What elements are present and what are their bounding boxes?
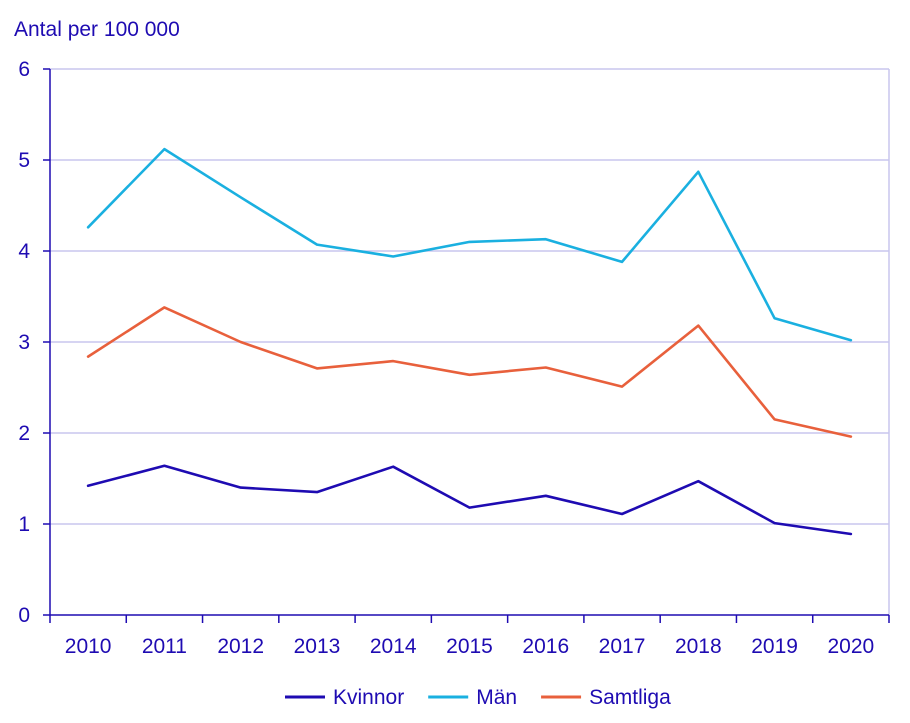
y-tick-label: 0: [18, 604, 30, 627]
y-axis-ticks: 0 1 2 3 4 5 6: [18, 58, 50, 627]
series-lines: [86, 147, 853, 536]
x-tick-label-2018: 2018: [675, 635, 722, 658]
x-tick-label-2011: 2011: [142, 635, 187, 658]
y-axis-title: Antal per 100 000: [14, 18, 180, 41]
y-tick-label: 2: [18, 422, 30, 445]
legend-label-samtliga: Samtliga: [589, 686, 671, 709]
series-line-samtliga: [86, 306, 853, 438]
x-tick-label-2014: 2014: [370, 635, 417, 658]
y-tick-label: 1: [18, 513, 30, 536]
x-tick-label-2019: 2019: [751, 635, 798, 658]
x-tick-label-2010: 2010: [65, 635, 112, 658]
x-tick-label-2015: 2015: [446, 635, 493, 658]
x-tick-label-2020: 2020: [828, 635, 875, 658]
x-axis-ticks: 2010 2011 2012 2013 2014 2015 2016 2017 2018 2019…: [49, 615, 890, 658]
y-tick-label: 4: [18, 240, 30, 263]
x-tick-label-2012: 2012: [217, 635, 264, 658]
legend-label-kvinnor: Kvinnor: [333, 686, 404, 709]
series-line-män: [86, 147, 853, 342]
y-tick-label: 6: [18, 58, 30, 81]
x-tick-label-2016: 2016: [522, 635, 569, 658]
y-tick-label: 5: [18, 149, 30, 172]
series-line-kvinnor: [86, 464, 853, 536]
gridlines: [50, 68, 890, 615]
legend-label-män: Män: [476, 686, 517, 709]
y-tick-label: 3: [18, 331, 30, 354]
x-tick-label-2013: 2013: [294, 635, 341, 658]
legend: Kvinnor Män Samtliga: [285, 686, 671, 709]
x-tick-label-2017: 2017: [599, 635, 646, 658]
